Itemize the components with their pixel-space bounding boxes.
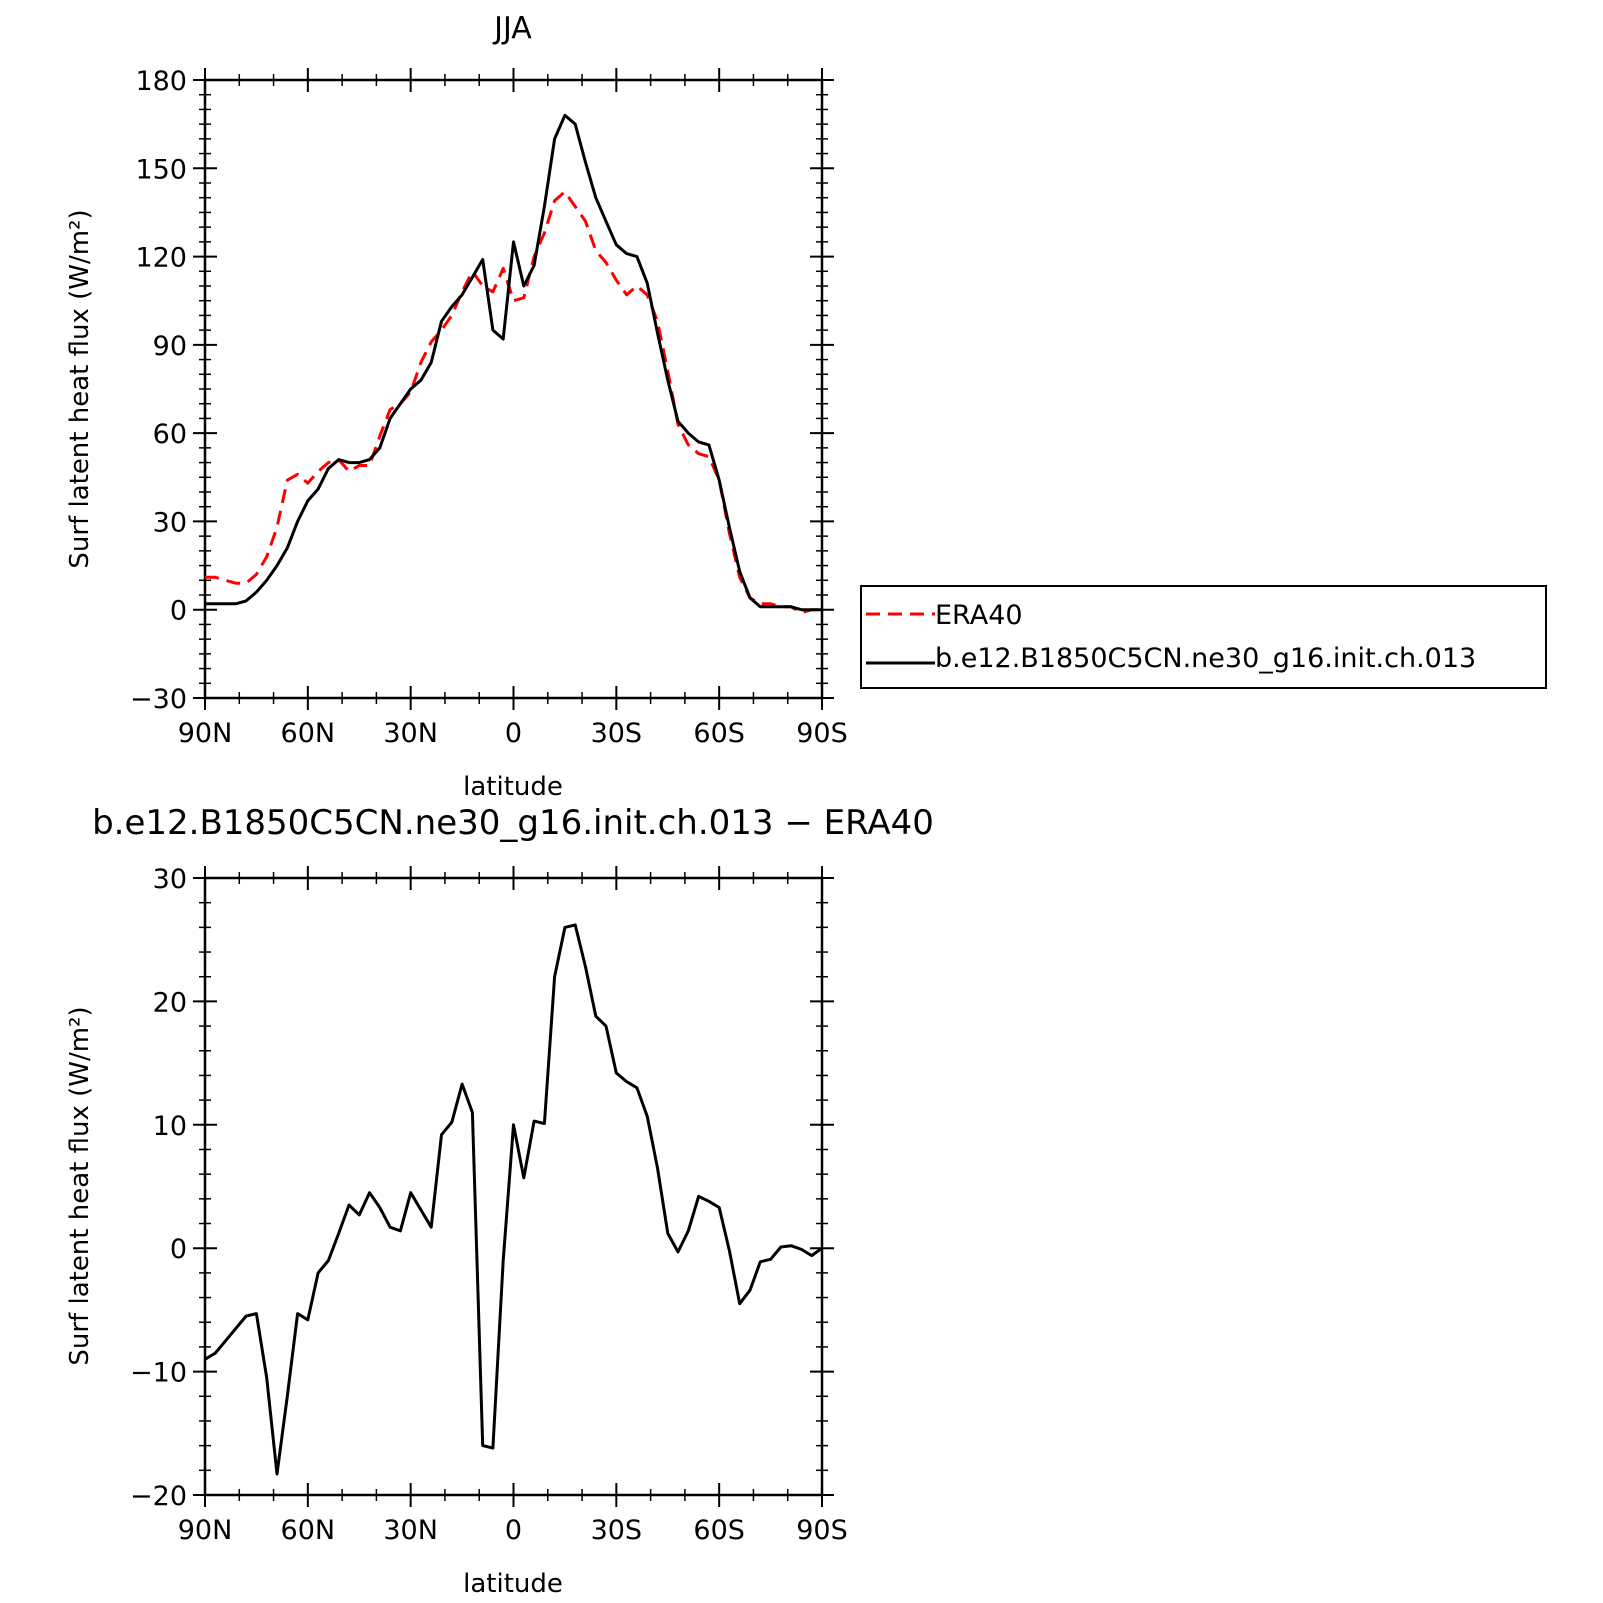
bottom-x-axis-label: latitude	[463, 1569, 563, 1599]
bottom-series-group	[204, 923, 823, 1476]
y-tick-label: 180	[135, 66, 187, 97]
legend-label-model: b.e12.B1850C5CN.ne30_g16.init.ch.013	[935, 643, 1476, 674]
bottom-axis-ticks	[193, 866, 834, 1507]
y-tick-label: 0	[170, 1234, 187, 1265]
y-tick-label: 0	[170, 596, 187, 627]
y-tick-label: 30	[153, 507, 187, 538]
top-x-axis-label: latitude	[463, 772, 563, 802]
y-tick-label: 60	[153, 419, 187, 450]
x-tick-label: 90S	[796, 1515, 848, 1546]
y-tick-label: 90	[153, 331, 187, 362]
y-tick-label: −10	[130, 1358, 187, 1389]
bottom-panel: b.e12.B1850C5CN.ne30_g16.init.ch.013 − E…	[65, 803, 934, 1599]
x-tick-label: 30N	[383, 718, 438, 749]
x-tick-label: 0	[505, 718, 522, 749]
top-plot-frame	[203, 78, 824, 700]
y-tick-label: 150	[135, 154, 187, 185]
bottom-plot-frame	[203, 876, 824, 1497]
series-line-era40	[205, 190, 822, 615]
y-tick-label: 30	[153, 864, 187, 895]
bottom-chart-title: b.e12.B1850C5CN.ne30_g16.init.ch.013 − E…	[92, 803, 934, 843]
top-y-axis-label: Surf latent heat flux (W/m²)	[65, 209, 95, 568]
series-line-b-e12-b1850c5cn-ne30-g16-init-ch-013	[205, 113, 822, 612]
top-chart-title: JJA	[492, 11, 532, 46]
x-tick-label: 30S	[591, 1515, 643, 1546]
x-tick-label: 90S	[796, 718, 848, 749]
legend-box	[860, 585, 1547, 689]
x-tick-label: 60S	[693, 1515, 745, 1546]
y-tick-label: 10	[153, 1111, 187, 1142]
y-tick-label: −20	[130, 1481, 187, 1512]
top-x-tick-labels: 90N 60N 30N 0 30S 60S 90S	[178, 718, 848, 749]
x-tick-label: 60N	[281, 718, 336, 749]
bottom-x-tick-labels: 90N 60N 30N 0 30S 60S 90S	[178, 1515, 848, 1546]
bottom-y-axis-label: Surf latent heat flux (W/m²)	[65, 1006, 95, 1365]
y-tick-label: 120	[135, 243, 187, 274]
x-tick-label: 60N	[281, 1515, 336, 1546]
x-tick-label: 90N	[178, 1515, 233, 1546]
x-tick-label: 0	[505, 1515, 522, 1546]
legend: ERA40 b.e12.B1850C5CN.ne30_g16.init.ch.0…	[860, 585, 1547, 689]
x-tick-label: 30N	[383, 1515, 438, 1546]
bottom-y-tick-labels: −20 −10 0 10 20 30	[130, 864, 187, 1512]
x-tick-label: 90N	[178, 718, 233, 749]
top-y-tick-labels: −30 0 30 60 90 120 150 180	[130, 66, 187, 715]
x-tick-label: 30S	[591, 718, 643, 749]
series-line-diff-0	[204, 923, 823, 1476]
x-tick-label: 60S	[693, 718, 745, 749]
top-panel: JJA −30 0 30 60 90 120 150 180 90N 60N 30N 0 30S 60S…	[65, 11, 1547, 802]
top-series-group	[205, 113, 822, 615]
y-tick-label: −30	[130, 684, 187, 715]
legend-label-era40: ERA40	[935, 600, 1023, 631]
top-axis-ticks	[193, 68, 834, 710]
y-tick-label: 20	[153, 987, 187, 1018]
